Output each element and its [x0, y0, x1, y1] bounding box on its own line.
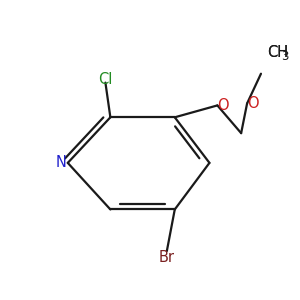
Text: CH: CH	[267, 45, 288, 60]
Text: CH: CH	[267, 45, 288, 60]
Text: Br: Br	[159, 250, 175, 265]
Text: O: O	[217, 98, 229, 113]
Text: O: O	[247, 96, 258, 111]
Text: N: N	[56, 155, 67, 170]
Text: Cl: Cl	[98, 72, 112, 87]
Text: 3: 3	[281, 50, 289, 63]
